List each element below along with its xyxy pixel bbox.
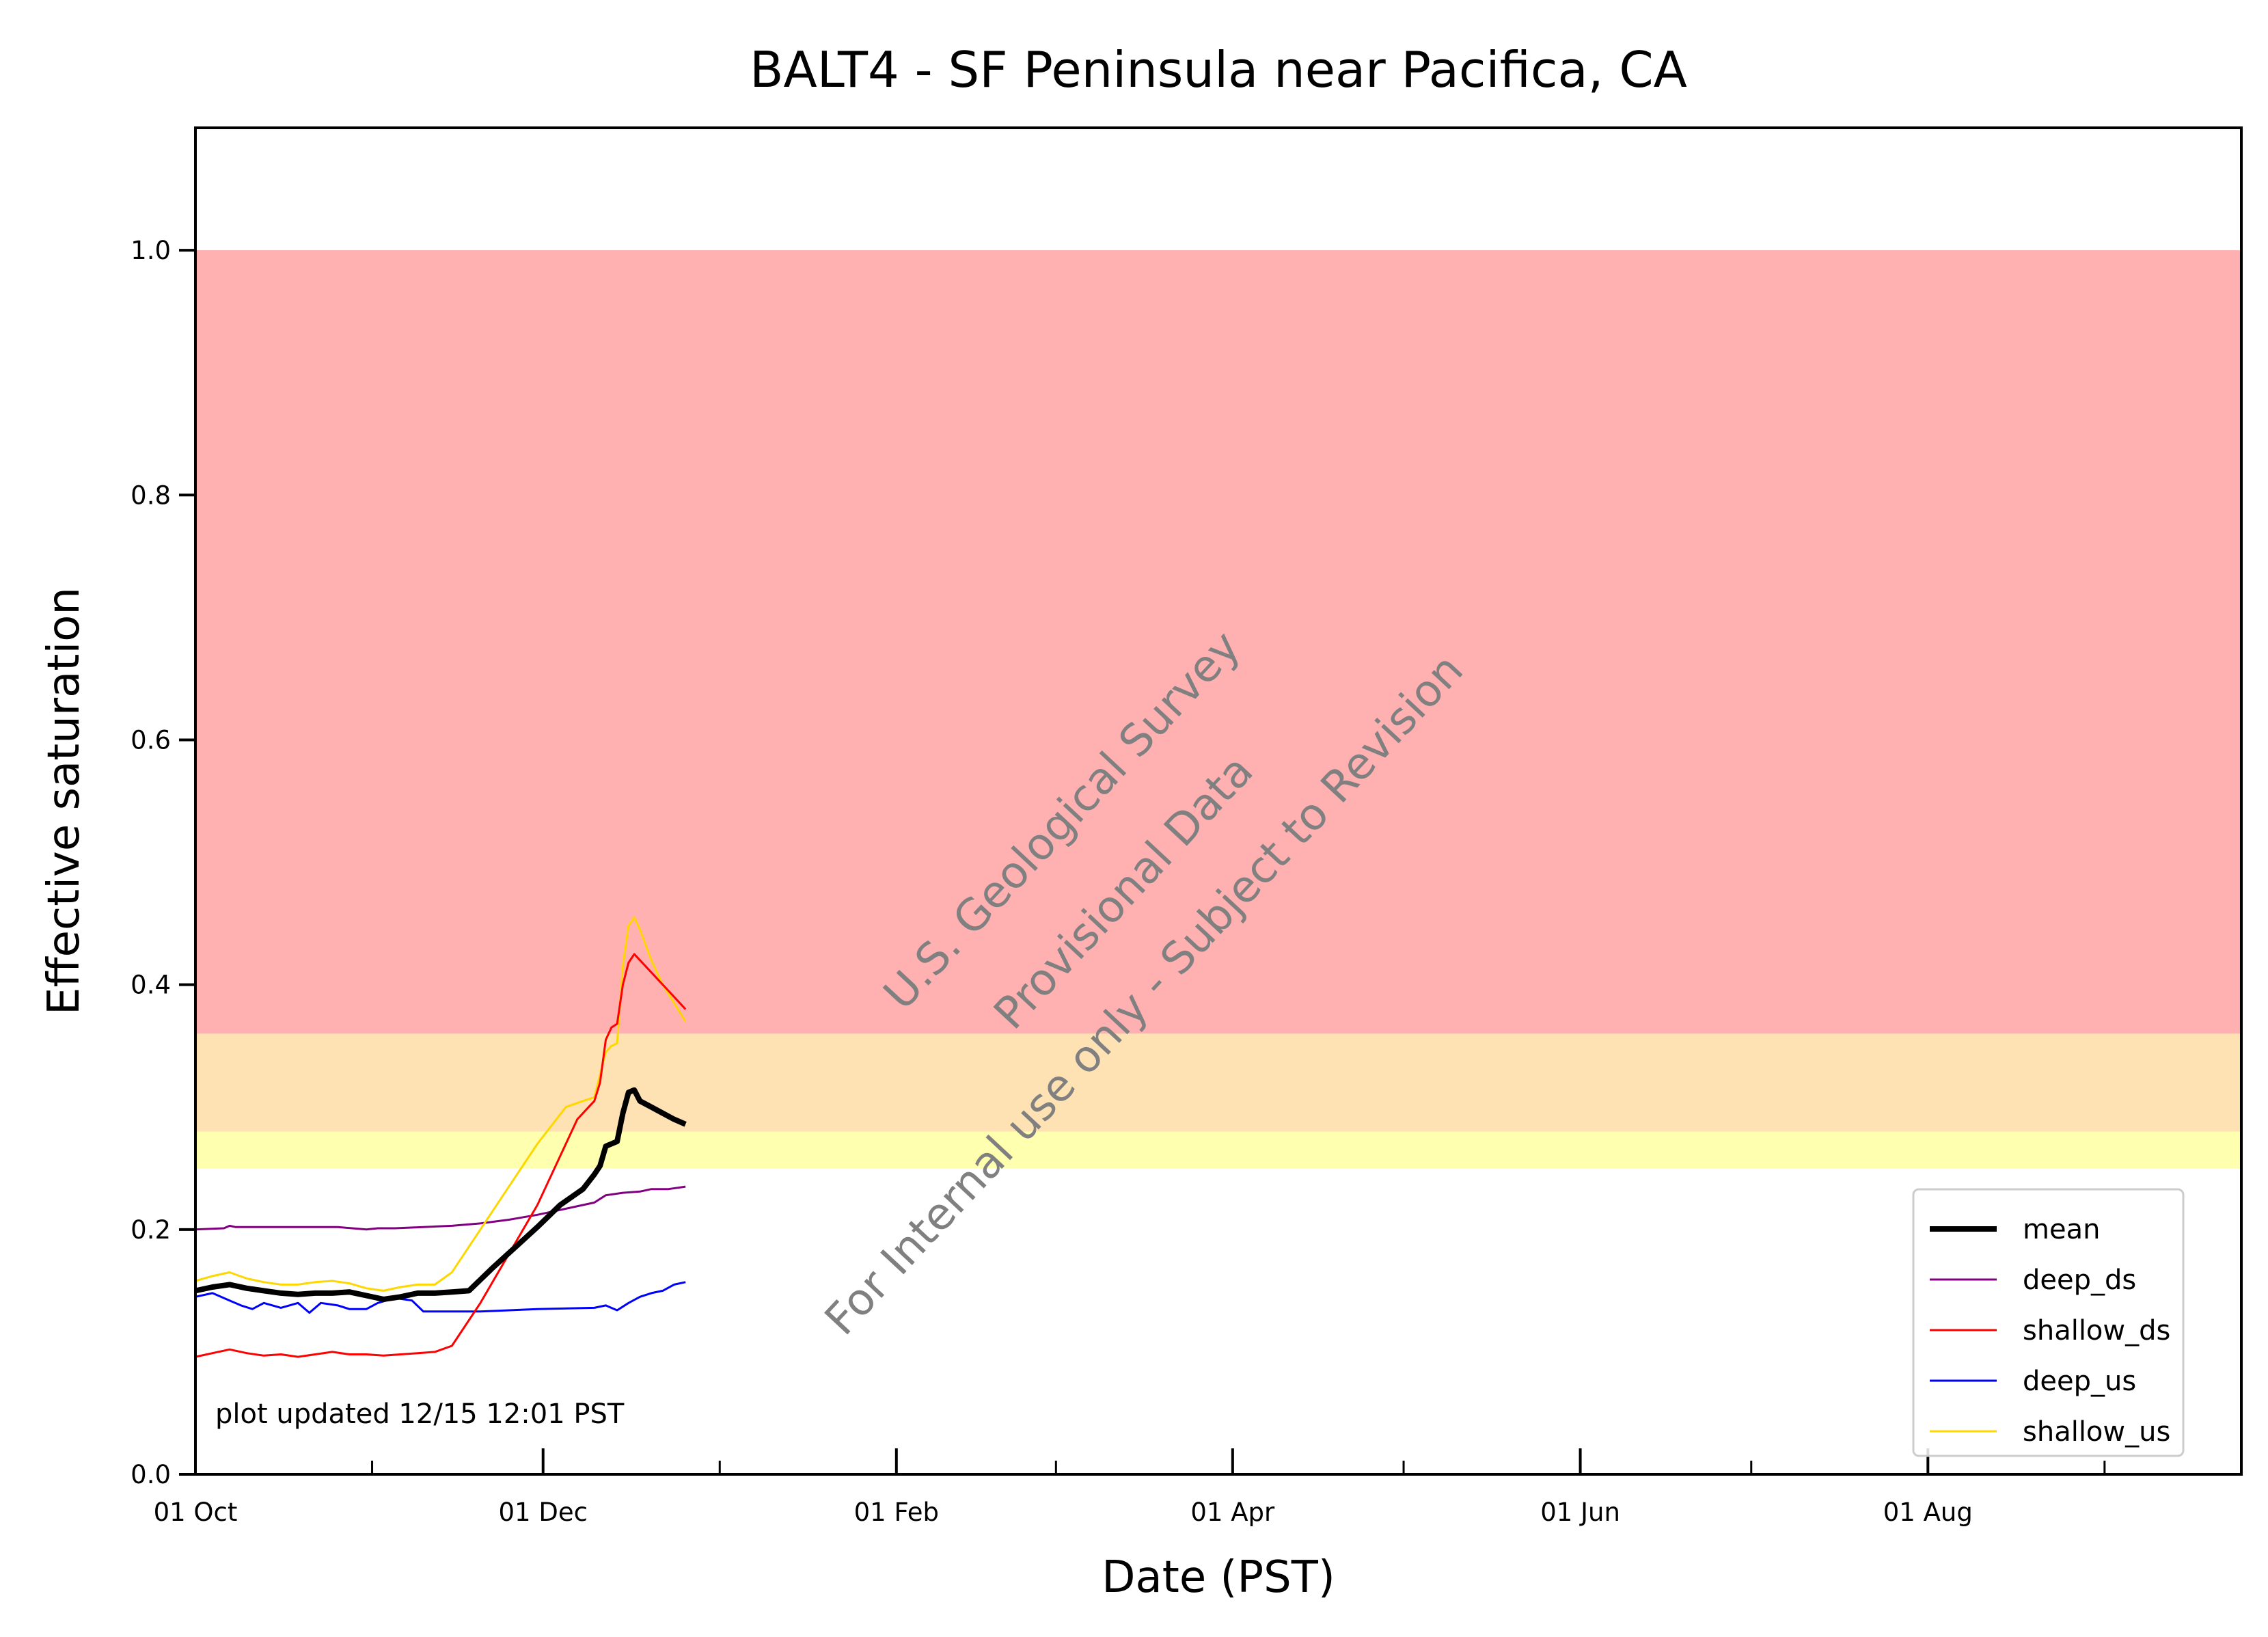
x-axis-label: Date (PST): [1102, 1552, 1335, 1603]
legend-label-shallow_us: shallow_us: [2023, 1416, 2170, 1448]
x-axis: 01 Oct 01 Dec 01 Feb 01 Apr 01 Jun 01 Aug: [154, 1448, 2106, 1527]
series-deep_ds: [195, 1185, 686, 1231]
legend-label-deep_us: deep_us: [2023, 1366, 2136, 1397]
y-axis-label: Effective saturation: [39, 587, 90, 1015]
x-tick-label: 01 Oct: [154, 1498, 238, 1527]
x-tick-label: 01 Feb: [854, 1498, 939, 1527]
y-tick-label: 0.0: [131, 1460, 171, 1489]
legend-label-mean: mean: [2023, 1214, 2100, 1245]
series-shallow_us: [195, 916, 687, 1292]
y-tick-label: 1.0: [131, 236, 171, 265]
y-tick-label: 0.4: [131, 971, 171, 1000]
chart-title: BALT4 - SF Peninsula near Pacifica, CA: [750, 41, 1687, 98]
threshold-bands: [195, 250, 2241, 1169]
legend: mean deep_ds shallow_ds deep_us shallow_us: [1912, 1188, 2185, 1457]
plot-frame: [194, 126, 2243, 1476]
x-tick-label: 01 Dec: [499, 1498, 588, 1527]
band-2: [195, 250, 2241, 1034]
legend-label-shallow_ds: shallow_ds: [2023, 1315, 2170, 1347]
y-tick-label: 0.2: [131, 1215, 171, 1245]
y-axis: 0.0 0.2 0.4 0.6 0.8 1.0: [131, 236, 195, 1489]
series-deep_us: [195, 1281, 686, 1314]
band-1: [195, 1033, 2241, 1132]
x-tick-label: 01 Aug: [1883, 1498, 1973, 1527]
y-tick-label: 0.6: [131, 725, 171, 755]
legend-box: [1912, 1188, 2185, 1457]
x-tick-label: 01 Jun: [1540, 1498, 1620, 1527]
y-tick-label: 0.8: [131, 481, 171, 510]
series-lines: [195, 916, 687, 1358]
x-tick-label: 01 Apr: [1190, 1498, 1275, 1527]
band-0: [195, 1131, 2241, 1169]
legend-label-deep_ds: deep_ds: [2023, 1264, 2136, 1296]
updated-annotation: plot updated 12/15 12:01 PST: [215, 1398, 625, 1430]
series-mean: [195, 1087, 687, 1302]
